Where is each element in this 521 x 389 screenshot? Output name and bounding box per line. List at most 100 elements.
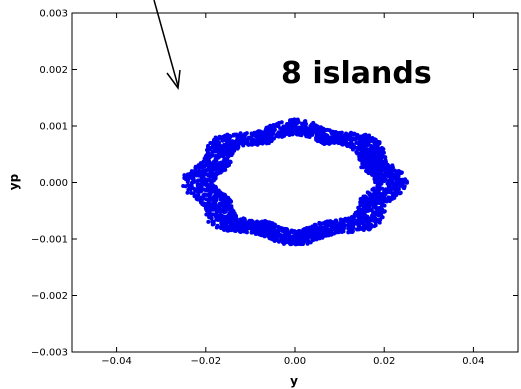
scatter-point [323,225,328,230]
scatter-point [302,125,307,130]
scatter-point [215,165,220,170]
scatter-point [326,137,331,141]
scatter-point [222,210,227,215]
scatter-point [363,150,368,155]
scatter-point [351,215,356,220]
scatter-point [310,226,315,231]
scatter-point [260,224,264,229]
scatter-point [199,184,204,189]
scatter-point [387,172,392,177]
scatter-point [334,230,338,235]
scatter-point [369,151,374,156]
scatter-point [330,137,335,142]
scatter-point [362,164,367,169]
scatter-point [204,153,209,158]
scatter-point [369,223,373,228]
scatter-point [344,131,349,136]
scatter-point [218,216,223,221]
scatter-point [298,131,303,136]
scatter-point [295,132,300,137]
scatter-point [185,190,190,195]
scatter-point [241,217,246,222]
scatter-point [253,229,258,234]
scatter-point [380,162,385,167]
scatter-point [246,136,251,141]
scatter-point [295,118,300,123]
scatter-point [250,229,255,234]
scatter-point [377,183,382,188]
scatter-point [189,190,194,195]
scatter-point [395,186,400,191]
scatter-point [369,171,374,176]
scatter-point [362,146,367,151]
scatter-point [201,176,206,181]
scatter-point [355,135,360,140]
x-tick-label: −0.02 [190,356,221,367]
scatter-point [182,175,187,180]
scatter-point [275,237,280,242]
scatter-point [267,220,272,225]
scatter-point [209,186,214,191]
scatter-point [315,139,320,144]
scatter-point [354,140,359,145]
scatter-point [369,157,374,162]
scatter-point [185,183,190,188]
scatter-point [344,137,349,142]
scatter-point [309,230,314,235]
scatter-point [357,145,362,150]
scatter-point [375,144,380,149]
scatter-point [327,141,332,146]
scatter-point [204,197,209,202]
scatter-point [393,168,398,173]
scatter-point [318,226,323,231]
scatter-point [221,197,226,202]
scatter-point [219,160,224,165]
scatter-point [208,147,213,152]
scatter-point [373,157,378,162]
scatter-point [257,133,262,138]
scatter-point [368,216,373,221]
scatter-point [289,235,294,240]
scatter-point [218,213,223,218]
scatter-point [323,141,328,145]
scatter-point [229,206,234,211]
x-tick-label: 0.02 [373,356,395,367]
scatter-point [354,150,359,155]
scatter-point [337,130,342,135]
scatter-point [218,209,223,214]
scatter-point [398,183,403,188]
scatter-point [232,214,237,219]
scatter-point [283,132,288,137]
scatter-point [196,185,201,190]
scatter-point [389,181,394,186]
scatter-point [320,128,325,133]
scatter-point [193,165,198,170]
scatter-point [350,229,355,234]
scatter-point [284,234,289,239]
scatter-point [228,159,233,164]
scatter-point [229,153,234,158]
scatter-point [230,146,235,151]
scatter-point [224,133,229,138]
scatter-point [263,222,268,227]
scatter-point [228,134,233,139]
scatter-point [254,138,259,143]
scatter-point [317,221,322,226]
scatter-point [276,134,281,139]
scatter-point [353,137,358,142]
scatter-point [334,133,339,138]
scatter-point [340,141,345,146]
annotation-text: 8 islands [281,56,432,91]
scatter-point [246,142,251,147]
scatter-point [216,147,221,152]
scatter-point [375,163,380,168]
scatter-point [348,144,353,149]
scatter-point [268,224,273,229]
scatter-point [221,154,226,159]
y-tick-label: 0.000 [39,178,68,189]
scatter-point [200,202,205,207]
scatter-point [213,204,218,209]
scatter-point [375,198,380,203]
scatter-point [370,212,375,217]
